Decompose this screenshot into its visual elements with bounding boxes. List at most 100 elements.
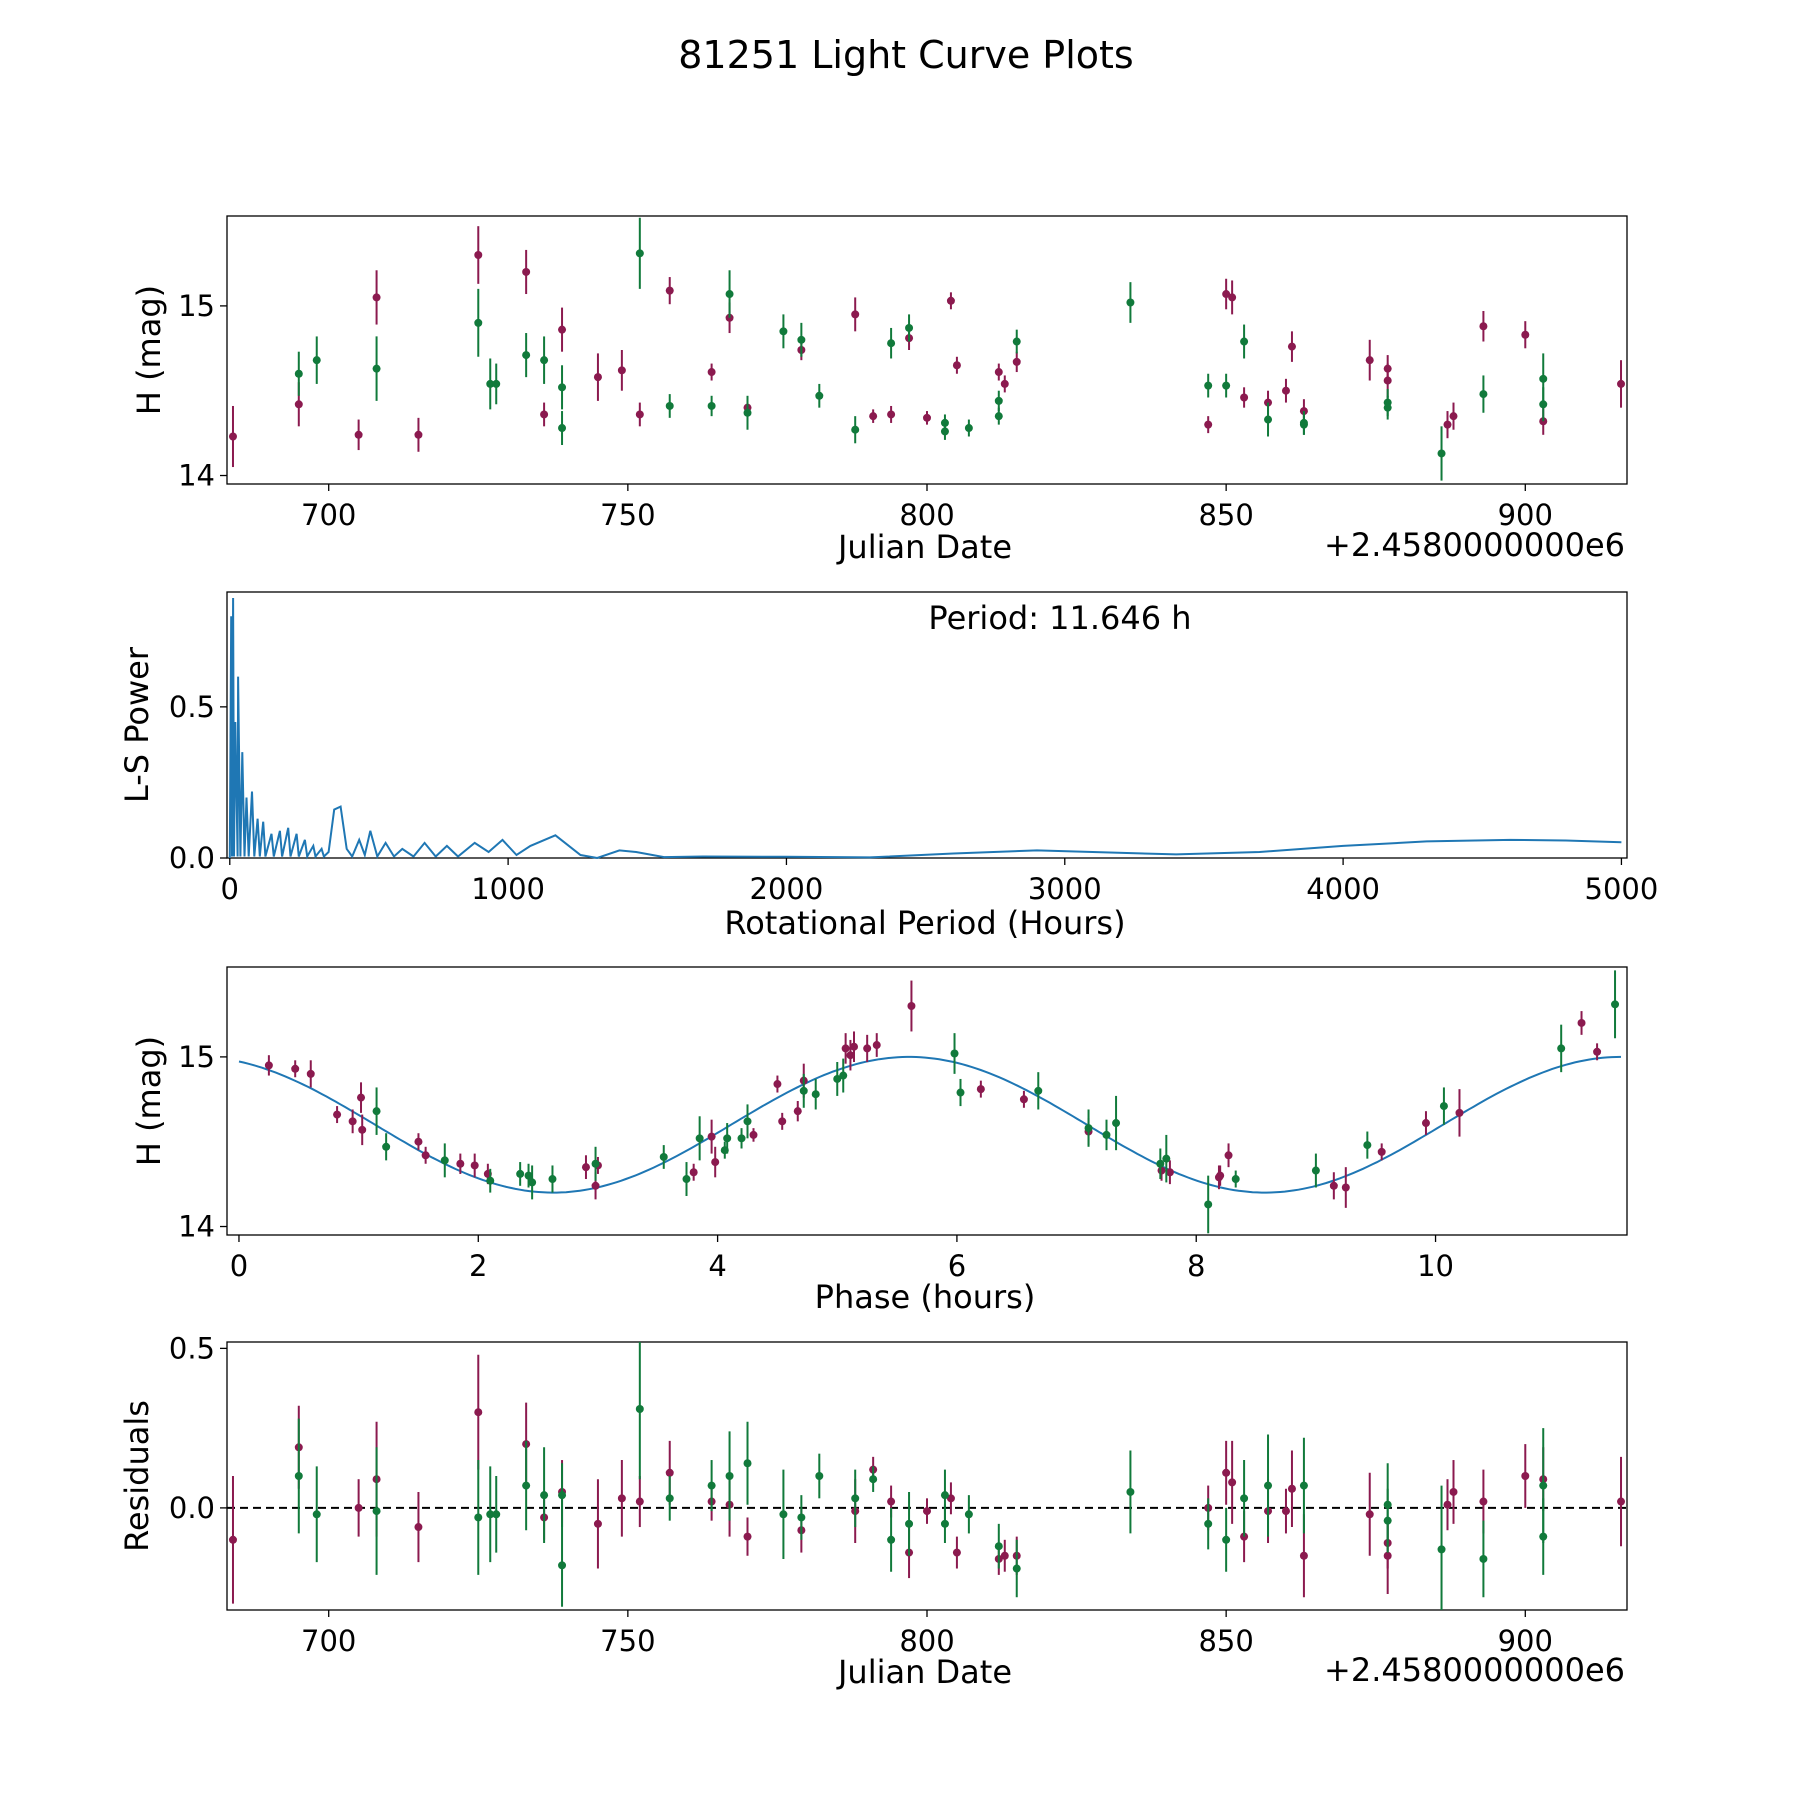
data-point-g — [779, 327, 788, 336]
data-point-g — [1012, 337, 1021, 346]
light-curve-ylabel: H (mag) — [130, 285, 168, 415]
periodogram-ticks: 0 1000 2000 3000 4000 5000 0.0 0.5 — [169, 690, 1658, 906]
data-point-r — [414, 430, 423, 439]
data-point-g — [1557, 1044, 1566, 1053]
phased-curve-xtick-label: 8 — [1187, 1249, 1205, 1283]
data-point-g — [372, 364, 381, 373]
phased-curve-points — [238, 970, 1622, 1234]
data-point-g — [940, 1519, 949, 1528]
data-point-g — [1264, 415, 1273, 424]
residuals-panel: 700 750 800 850 900 0.0 0.5 Julian Date +2.458… — [118, 1331, 1628, 1691]
phased-curve-xtick-label: 4 — [708, 1249, 726, 1283]
data-point-r — [711, 1158, 720, 1167]
data-point-g — [869, 1475, 878, 1484]
data-point-r — [846, 1051, 855, 1060]
data-point-r — [778, 1117, 787, 1126]
data-point-g — [558, 1561, 567, 1570]
data-point-r — [749, 1130, 758, 1139]
data-point-r — [863, 1044, 872, 1053]
data-point-g — [799, 1086, 808, 1095]
data-point-r — [228, 432, 237, 441]
data-point-g — [558, 383, 567, 392]
data-point-r — [887, 410, 896, 419]
data-point-r — [1443, 1500, 1452, 1509]
data-point-g — [1204, 1519, 1213, 1528]
data-point-g — [1240, 337, 1249, 346]
residuals-xtick-label: 900 — [1498, 1624, 1553, 1658]
data-point-g — [940, 1491, 949, 1500]
data-point-g — [707, 401, 716, 410]
data-point-g — [522, 1481, 531, 1490]
data-point-r — [1287, 342, 1296, 351]
data-point-g — [558, 1491, 567, 1500]
data-point-r — [923, 1507, 931, 1516]
data-point-r — [1617, 379, 1626, 388]
data-point-r — [1224, 1151, 1233, 1160]
periodogram-curve — [228, 597, 1622, 860]
data-point-r — [850, 1042, 859, 1051]
data-point-r — [1281, 386, 1290, 395]
data-point-r — [1455, 1108, 1464, 1117]
data-point-r — [558, 325, 567, 334]
periodogram-xtick-label: 0 — [221, 872, 239, 906]
data-point-r — [793, 1107, 802, 1116]
data-point-g — [1363, 1141, 1372, 1150]
data-point-g — [994, 1542, 1003, 1551]
data-point-r — [333, 1110, 342, 1119]
data-point-r — [581, 1163, 590, 1172]
data-point-r — [707, 368, 716, 377]
periodogram-ylabel: L-S Power — [118, 646, 156, 803]
data-point-g — [486, 379, 495, 388]
data-point-r — [540, 410, 549, 419]
data-point-g — [905, 1519, 914, 1528]
phased-curve-ticks: 0 2 4 6 8 10 14 15 — [178, 1040, 1454, 1283]
periodogram-xtick-label: 1000 — [471, 872, 545, 906]
data-point-g — [743, 1459, 752, 1468]
data-point-r — [617, 1494, 626, 1503]
data-point-g — [1102, 1130, 1111, 1139]
data-point-r — [372, 293, 381, 302]
data-point-g — [665, 401, 674, 410]
data-point-r — [1617, 1497, 1626, 1506]
data-point-g — [815, 1472, 824, 1480]
data-point-r — [952, 361, 961, 370]
data-point-g — [1439, 1102, 1448, 1111]
data-point-g — [725, 290, 734, 299]
phased-curve-xlabel: Phase (hours) — [815, 1278, 1036, 1316]
data-point-g — [528, 1178, 537, 1187]
periodogram-ytick-label: 0.0 — [169, 841, 215, 875]
data-point-g — [737, 1134, 746, 1143]
data-point-r — [872, 1041, 881, 1050]
data-point-g — [851, 425, 860, 434]
data-point-g — [1539, 400, 1548, 409]
light-curve-axes-frame — [226, 215, 1628, 485]
data-point-g — [635, 249, 644, 258]
data-point-r — [1449, 1487, 1458, 1496]
residuals-ticks: 700 750 800 850 900 0.0 0.5 — [169, 1331, 1553, 1658]
periodogram-ytick-label: 0.5 — [169, 690, 215, 724]
data-point-g — [1084, 1124, 1093, 1133]
data-point-r — [952, 1548, 961, 1557]
periodogram-xtick-label: 4000 — [1306, 872, 1380, 906]
data-point-r — [1000, 1551, 1009, 1560]
data-point-r — [1577, 1018, 1586, 1027]
data-point-r — [1240, 393, 1249, 402]
data-point-g — [839, 1071, 848, 1080]
data-point-r — [1449, 412, 1458, 421]
data-point-g — [1479, 390, 1488, 399]
data-point-r — [1383, 376, 1392, 385]
light-curve-points — [228, 217, 1626, 481]
light-curve-xlabel: Julian Date — [836, 528, 1012, 566]
data-point-r — [1012, 357, 1021, 366]
data-point-g — [950, 1049, 959, 1058]
residuals-points — [227, 1342, 1627, 1610]
data-point-g — [905, 323, 914, 332]
data-point-g — [964, 424, 973, 433]
data-point-r — [456, 1159, 465, 1168]
data-point-r — [994, 368, 1003, 377]
data-point-r — [1479, 1497, 1488, 1506]
data-point-r — [522, 267, 531, 276]
data-point-g — [294, 369, 303, 378]
periodogram-xtick-label: 5000 — [1585, 872, 1659, 906]
